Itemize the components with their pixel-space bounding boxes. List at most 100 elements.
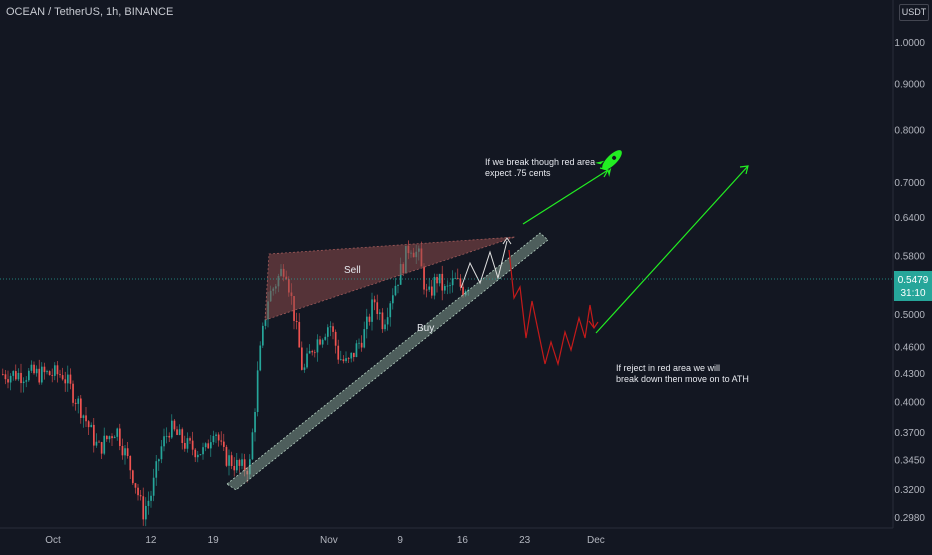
candle-body: [368, 316, 371, 322]
y-tick-label: 0.3450: [894, 456, 925, 467]
y-tick-label: 0.3200: [894, 485, 925, 496]
y-tick-label: 0.2980: [894, 513, 925, 524]
candle-body: [259, 345, 262, 371]
candle-body: [121, 445, 124, 456]
candle-body: [334, 331, 337, 346]
candle-body: [176, 429, 178, 435]
candle-body: [108, 436, 111, 440]
candle-body: [100, 442, 103, 454]
candle-body: [444, 286, 446, 291]
candle-body: [376, 302, 379, 314]
candle-body: [69, 374, 72, 384]
candle-body: [342, 359, 345, 362]
candle-body: [4, 374, 7, 380]
candle-body: [191, 440, 194, 450]
y-tick-label: 1.0000: [894, 38, 925, 49]
candle-body: [386, 317, 389, 325]
y-tick-label: 0.4600: [894, 343, 925, 354]
projection-zigzag: [460, 240, 508, 289]
candle-body: [119, 428, 121, 446]
candle-body: [449, 285, 451, 287]
candle-body: [197, 454, 199, 458]
candle-body: [345, 358, 347, 362]
candle-body: [303, 367, 306, 370]
candle-body: [358, 342, 360, 344]
candle-body: [425, 289, 428, 291]
candle-body: [381, 312, 384, 330]
candle-body: [394, 285, 397, 296]
candle-body: [363, 329, 366, 348]
candle-body: [251, 432, 254, 460]
candle-body: [236, 459, 238, 471]
y-tick-label: 0.3700: [894, 428, 925, 439]
candle-body: [389, 303, 392, 318]
candle-body: [321, 339, 324, 345]
candle-body: [171, 420, 173, 438]
candle-body: [366, 316, 368, 330]
candle-body: [7, 379, 9, 383]
candle-body: [230, 455, 233, 467]
buy-zone[interactable]: [226, 232, 549, 491]
candle-body: [132, 470, 134, 484]
y-tick-label: 0.4000: [894, 398, 925, 409]
candle-body: [327, 327, 329, 337]
candle-body: [454, 278, 457, 280]
candle-body: [15, 371, 17, 380]
candle-body: [178, 429, 181, 435]
candle-body: [295, 320, 298, 322]
candle-body: [150, 495, 152, 501]
candle-body: [139, 495, 142, 497]
bearish-arrowhead: [588, 320, 599, 330]
ath-arrow: [595, 165, 749, 334]
candle-body: [129, 455, 132, 471]
y-tick-label: 0.5800: [894, 252, 925, 263]
candle-body: [98, 441, 100, 443]
candle-body: [74, 402, 77, 404]
candle-body: [20, 372, 22, 384]
candle-body: [254, 411, 256, 433]
y-tick-label: 0.8000: [894, 126, 925, 137]
candle-body: [314, 352, 316, 354]
candle-body: [61, 375, 64, 380]
candle-body: [67, 374, 69, 384]
candle-body: [384, 324, 386, 330]
candle-body: [181, 429, 184, 443]
candle-body: [93, 424, 95, 446]
sell-zone[interactable]: [264, 236, 516, 321]
candle-body: [329, 326, 332, 328]
candle-body: [59, 374, 61, 376]
candle-body: [311, 350, 314, 353]
candle-body: [319, 339, 321, 345]
candle-body: [306, 353, 308, 368]
currency-button[interactable]: USDT: [899, 4, 929, 21]
candle-body: [12, 371, 15, 376]
reject-note-line-1: If reject in red area we will: [616, 363, 720, 373]
candle-body: [116, 428, 119, 437]
candle-body: [241, 459, 243, 466]
candle-body: [9, 375, 12, 383]
candle-body: [202, 447, 204, 455]
candle-body: [87, 421, 90, 428]
candle-body: [433, 276, 436, 296]
price-axis[interactable]: 1.0000 0.9000 0.8000 0.7000 0.6400 0.5800 0.50…: [894, 38, 925, 524]
candle-body: [147, 500, 150, 506]
candle-body: [33, 364, 35, 374]
x-tick-label: 9: [397, 535, 403, 546]
candle-body: [113, 436, 116, 439]
candle-body: [217, 434, 220, 441]
candle-body: [25, 380, 28, 382]
candle-body: [155, 461, 158, 478]
time-axis[interactable]: Oct 12 19 Nov 9 16 23 Dec: [45, 535, 605, 546]
y-tick-label: 0.7000: [894, 178, 925, 189]
x-tick-label: Oct: [45, 535, 61, 546]
candle-body: [360, 342, 363, 348]
candle-body: [262, 325, 264, 346]
candle-body: [204, 443, 207, 448]
candle-body: [340, 359, 342, 361]
candle-body: [126, 448, 129, 456]
candle-body: [103, 435, 106, 454]
candle-body: [256, 370, 259, 412]
reject-note-line-2: break down then move on to ATH: [616, 374, 749, 384]
